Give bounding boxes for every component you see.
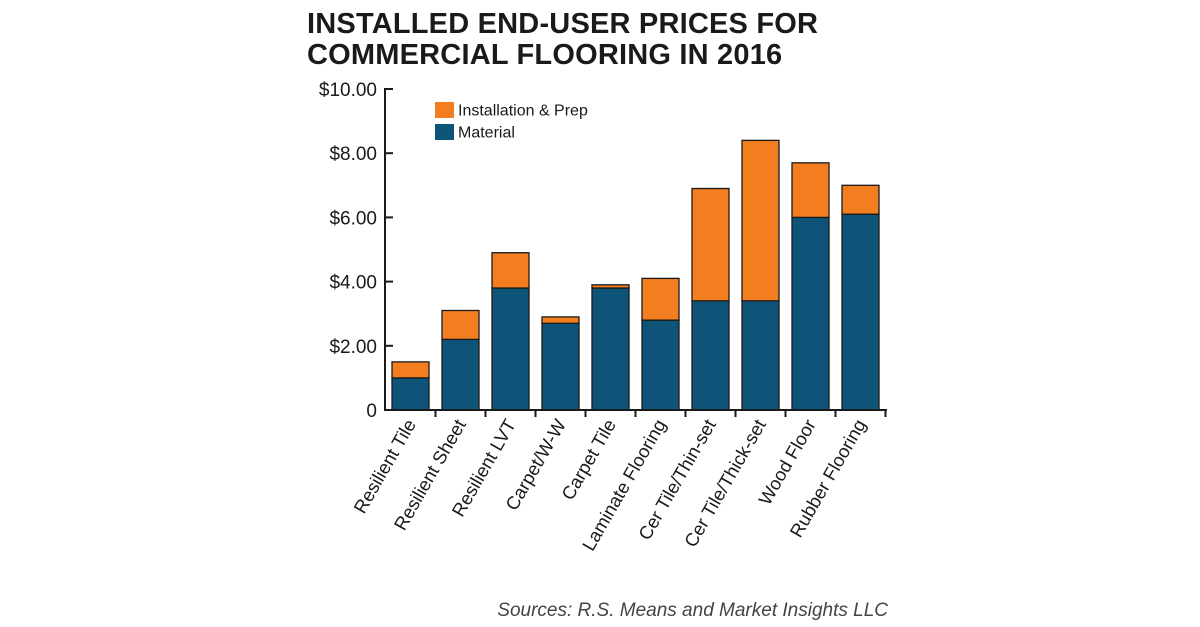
bar-material-8 (791, 216, 830, 411)
y-tick-label: $6.00 (329, 208, 377, 229)
bar-material-2 (491, 287, 530, 411)
y-tick-label: $2.00 (329, 337, 377, 358)
y-tick-label: $4.00 (329, 273, 377, 294)
bar-material-5 (641, 319, 680, 411)
source-note: Sources: R.S. Means and Market Insights … (497, 600, 888, 621)
bar-installation-prep-2 (491, 252, 530, 289)
bar-installation-prep-1 (441, 309, 480, 341)
bar-material-4 (591, 287, 630, 411)
bar-material-6 (691, 300, 730, 411)
bar-installation-prep-8 (791, 162, 830, 219)
bar-material-1 (441, 338, 480, 411)
bar-installation-prep-0 (391, 361, 430, 379)
legend-label: Installation & Prep (458, 103, 588, 120)
y-tick-label: $8.00 (329, 144, 377, 165)
bar-material-7 (741, 300, 780, 411)
bar-installation-prep-9 (841, 184, 880, 215)
chart-title-line-1: INSTALLED END-USER PRICES FOR (307, 8, 818, 40)
legend-swatch-installation-prep (435, 102, 454, 118)
bar-material-3 (541, 322, 580, 411)
bars-layer (391, 139, 880, 411)
legend: Installation & Prep Material (435, 102, 588, 142)
bar-installation-prep-3 (541, 316, 580, 324)
bar-material-0 (391, 377, 430, 411)
y-tick-label: 0 (366, 401, 377, 422)
bar-material-9 (841, 213, 880, 411)
bar-installation-prep-7 (741, 139, 780, 302)
bar-installation-prep-5 (641, 277, 680, 321)
y-tick-label: $10.00 (319, 80, 377, 101)
bar-installation-prep-4 (591, 284, 630, 289)
chart-title-line-2: COMMERCIAL FLOORING IN 2016 (307, 39, 782, 71)
legend-swatch-material (435, 124, 454, 140)
y-axis-ticks: 0 $2.00 $4.00 $6.00 $8.00 $10.00 (319, 80, 393, 422)
bar-installation-prep-6 (691, 187, 730, 302)
legend-label: Material (458, 125, 515, 142)
